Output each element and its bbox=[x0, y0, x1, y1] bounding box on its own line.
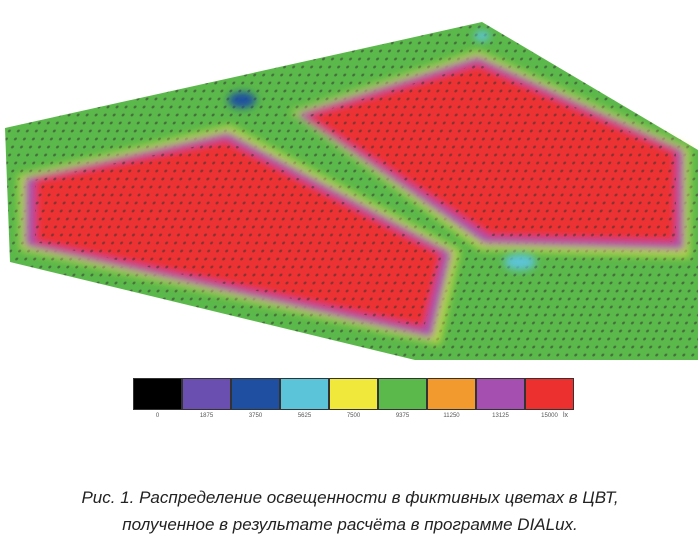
illuminance-plot bbox=[5, 22, 698, 360]
legend-value: 11250 bbox=[443, 413, 460, 419]
caption-line-1: Рис. 1. Распределение освещенности в фик… bbox=[81, 488, 619, 507]
legend-value: 1875 bbox=[199, 413, 214, 419]
legend-swatch bbox=[182, 378, 231, 410]
legend-swatch bbox=[133, 378, 182, 410]
color-legend bbox=[133, 378, 574, 410]
legend-value: 13125 bbox=[492, 413, 509, 419]
legend-value: 0 bbox=[155, 413, 160, 419]
legend-swatch bbox=[525, 378, 574, 410]
legend-swatch bbox=[427, 378, 476, 410]
legend-unit: lx bbox=[563, 412, 569, 419]
legend-swatch bbox=[476, 378, 525, 410]
legend-swatch bbox=[231, 378, 280, 410]
legend-swatch bbox=[329, 378, 378, 410]
legend-value: 3750 bbox=[248, 413, 263, 419]
legend-value: 9375 bbox=[395, 413, 410, 419]
legend-values: 0 1875 3750 5625 7500 9375 11250 13125 1… bbox=[133, 413, 574, 419]
legend-value: 7500 bbox=[346, 413, 361, 419]
legend-value: 15000 bbox=[541, 413, 558, 419]
dark-spots bbox=[228, 31, 536, 270]
legend-swatch bbox=[280, 378, 329, 410]
legend-value: 5625 bbox=[297, 413, 312, 419]
figure-caption: Рис. 1. Распределение освещенности в фик… bbox=[0, 484, 700, 538]
legend-swatch bbox=[378, 378, 427, 410]
caption-line-2: полученное в результате расчёта в програ… bbox=[122, 515, 578, 534]
